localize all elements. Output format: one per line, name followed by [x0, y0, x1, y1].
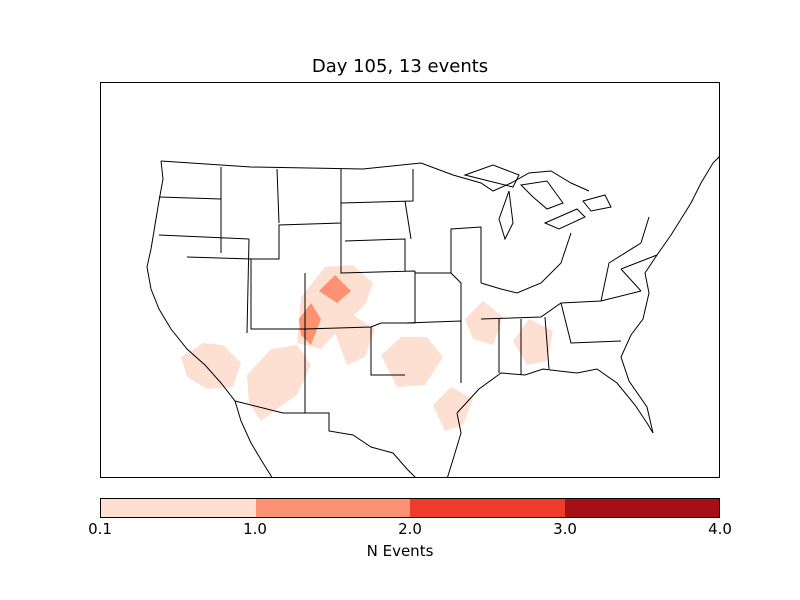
great-lakes — [463, 164, 612, 241]
event-region-arizona-southwest — [247, 345, 311, 421]
colorbar-segment-2 — [255, 499, 410, 517]
pacific-coastline — [146, 160, 273, 477]
colorbar — [100, 498, 720, 518]
map-svg — [146, 156, 719, 477]
event-region-texas-panhandle — [381, 337, 443, 387]
us-canada-border — [160, 160, 590, 192]
state-borders — [158, 167, 658, 413]
colorbar-tick: 3.0 — [553, 520, 577, 538]
boundary-lines — [146, 156, 719, 477]
event-region-southern-california — [181, 343, 241, 389]
event-region-missouri-arkansas — [465, 301, 503, 345]
colorbar-tick: 1.0 — [243, 520, 267, 538]
colorbar-segment-3 — [410, 499, 565, 517]
colorbar-segment-4 — [564, 499, 719, 517]
colorbar-label: N Events — [366, 542, 434, 560]
colorbar-tick: 4.0 — [708, 520, 732, 538]
event-region-alabama — [513, 319, 553, 365]
gulf-coastline — [447, 368, 654, 477]
us-mexico-border — [234, 400, 416, 477]
colorbar-tick: 0.1 — [88, 520, 112, 538]
map-panel — [100, 82, 720, 478]
colorbar-segment-1 — [101, 499, 256, 517]
colorbar-tick: 2.0 — [398, 520, 422, 538]
atlantic-coastline — [620, 156, 719, 434]
event-region-south-texas — [433, 387, 473, 431]
event-region-colorado-peak — [319, 275, 351, 303]
map-title: Day 105, 13 events — [311, 56, 489, 77]
